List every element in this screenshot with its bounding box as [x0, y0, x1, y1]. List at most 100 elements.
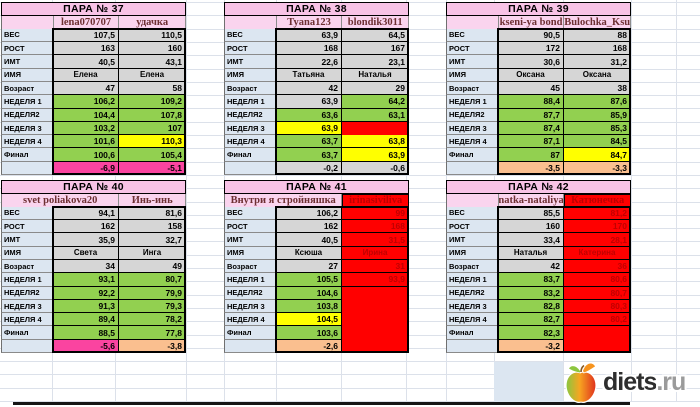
value-cell[interactable]: 77,8: [119, 326, 186, 340]
value-cell[interactable]: [564, 326, 631, 340]
value-cell[interactable]: -5,1: [119, 161, 186, 176]
value-cell[interactable]: 101,6: [53, 135, 119, 149]
value-cell[interactable]: 99: [342, 206, 409, 221]
value-cell[interactable]: Катерина: [564, 246, 631, 260]
value-cell[interactable]: 88,4: [498, 95, 564, 109]
row-label-cell[interactable]: ВЕС: [1, 28, 53, 43]
value-cell[interactable]: 100,6: [53, 148, 119, 162]
value-cell[interactable]: 107: [119, 121, 186, 136]
row-label-cell[interactable]: Возраст: [224, 259, 276, 274]
row-label-cell[interactable]: РОСТ: [446, 220, 498, 234]
row-label-cell[interactable]: Финал: [1, 326, 53, 340]
row-label-cell[interactable]: ИМЯ: [1, 246, 53, 260]
value-cell[interactable]: -3,5: [498, 161, 564, 176]
value-cell[interactable]: Оксана: [564, 68, 631, 82]
value-cell[interactable]: 87,4: [498, 121, 564, 136]
value-cell[interactable]: 110,3: [119, 135, 186, 149]
value-cell[interactable]: 109,2: [119, 95, 186, 109]
value-cell[interactable]: 78,2: [119, 313, 186, 327]
value-cell[interactable]: 64,2: [342, 95, 409, 109]
value-cell[interactable]: 34: [53, 259, 119, 274]
value-cell[interactable]: 63,9: [276, 121, 342, 136]
value-cell[interactable]: 43,1: [119, 55, 186, 69]
value-cell[interactable]: 168: [276, 42, 342, 56]
row-label-cell[interactable]: Финал: [224, 326, 276, 340]
username-pad-cell[interactable]: [447, 193, 499, 207]
highlighted-empty-cells[interactable]: [494, 362, 563, 402]
value-cell[interactable]: 30,6: [498, 55, 564, 69]
row-label-cell[interactable]: НЕДЕЛЯ 3: [446, 299, 498, 314]
value-cell[interactable]: 79,9: [119, 286, 186, 300]
value-cell[interactable]: 36: [564, 259, 631, 274]
row-label-cell[interactable]: ВЕС: [446, 28, 498, 43]
value-cell[interactable]: [342, 286, 409, 300]
value-cell[interactable]: 105,4: [119, 148, 186, 162]
value-cell[interactable]: 80,7: [564, 286, 631, 300]
row-label-cell[interactable]: НЕДЕЛЯ 1: [224, 95, 276, 109]
row-label-cell[interactable]: НЕДЕЛЯ 4: [446, 135, 498, 149]
value-cell[interactable]: 90,5: [498, 28, 564, 43]
value-cell[interactable]: 63,7: [276, 148, 342, 162]
row-label-cell[interactable]: ИМЯ: [224, 246, 276, 260]
row-label-cell[interactable]: [224, 339, 276, 354]
value-cell[interactable]: 80,3: [564, 299, 631, 314]
value-cell[interactable]: 85,3: [564, 121, 631, 136]
value-cell[interactable]: 31,5: [342, 233, 409, 247]
diets-logo[interactable]: diets .ru: [561, 359, 686, 405]
value-cell[interactable]: 87,1: [498, 135, 564, 149]
row-label-cell[interactable]: НЕДЕЛЯ2: [224, 108, 276, 122]
table-title-cell[interactable]: ПАРА № 40: [1, 180, 186, 194]
row-label-cell[interactable]: Финал: [224, 148, 276, 162]
row-label-cell[interactable]: НЕДЕЛЯ2: [446, 286, 498, 300]
row-label-cell[interactable]: ИМТ: [1, 233, 53, 247]
row-label-cell[interactable]: ИМЯ: [446, 68, 498, 82]
row-label-cell[interactable]: НЕДЕЛЯ 1: [446, 273, 498, 287]
value-cell[interactable]: [342, 313, 409, 327]
row-label-cell[interactable]: РОСТ: [1, 220, 53, 234]
row-label-cell[interactable]: ИМТ: [446, 233, 498, 247]
value-cell[interactable]: 31: [342, 259, 409, 274]
row-label-cell[interactable]: НЕДЕЛЯ 1: [1, 273, 53, 287]
value-cell[interactable]: 63,9: [276, 28, 342, 43]
value-cell[interactable]: 88: [564, 28, 631, 43]
row-label-cell[interactable]: НЕДЕЛЯ2: [1, 286, 53, 300]
value-cell[interactable]: 79,3: [119, 299, 186, 314]
row-label-cell[interactable]: НЕДЕЛЯ2: [1, 108, 53, 122]
value-cell[interactable]: 27: [276, 259, 342, 274]
value-cell[interactable]: Ксюша: [276, 246, 342, 260]
value-cell[interactable]: 89,4: [53, 313, 119, 327]
value-cell[interactable]: 93,9: [342, 273, 409, 287]
row-label-cell[interactable]: ИМЯ: [446, 246, 498, 260]
row-label-cell[interactable]: НЕДЕЛЯ 4: [224, 313, 276, 327]
value-cell[interactable]: 103,6: [276, 326, 342, 340]
value-cell[interactable]: Наталья: [498, 246, 564, 260]
row-label-cell[interactable]: [446, 161, 498, 176]
value-cell[interactable]: [342, 121, 409, 136]
row-label-cell[interactable]: НЕДЕЛЯ 3: [224, 121, 276, 136]
username-cell[interactable]: удачка: [119, 15, 186, 29]
value-cell[interactable]: -0,2: [276, 161, 342, 176]
value-cell[interactable]: Наталья: [342, 68, 409, 82]
row-label-cell[interactable]: РОСТ: [1, 42, 53, 56]
value-cell[interactable]: 63,8: [342, 135, 409, 149]
value-cell[interactable]: 35,9: [53, 233, 119, 247]
value-cell[interactable]: 88,5: [53, 326, 119, 340]
row-label-cell[interactable]: [224, 161, 276, 176]
row-label-cell[interactable]: ВЕС: [224, 28, 276, 43]
value-cell[interactable]: 82,7: [498, 313, 564, 327]
value-cell[interactable]: 85,5: [498, 206, 564, 221]
row-label-cell[interactable]: НЕДЕЛЯ 4: [224, 135, 276, 149]
value-cell[interactable]: 84,7: [564, 148, 631, 162]
value-cell[interactable]: -2,6: [276, 339, 342, 354]
row-label-cell[interactable]: Возраст: [1, 259, 53, 274]
username-cell[interactable]: irinasiviliva: [342, 193, 409, 207]
value-cell[interactable]: 22,6: [276, 55, 342, 69]
username-cell[interactable]: svet poliakova20: [2, 193, 120, 207]
value-cell[interactable]: 81,6: [119, 206, 186, 221]
row-label-cell[interactable]: РОСТ: [224, 42, 276, 56]
value-cell[interactable]: 63,9: [342, 148, 409, 162]
table-title-cell[interactable]: ПАРА № 39: [446, 2, 631, 16]
value-cell[interactable]: 162: [276, 220, 342, 234]
value-cell[interactable]: 103,8: [276, 299, 342, 314]
username-cell[interactable]: Инь-инь: [119, 193, 186, 207]
